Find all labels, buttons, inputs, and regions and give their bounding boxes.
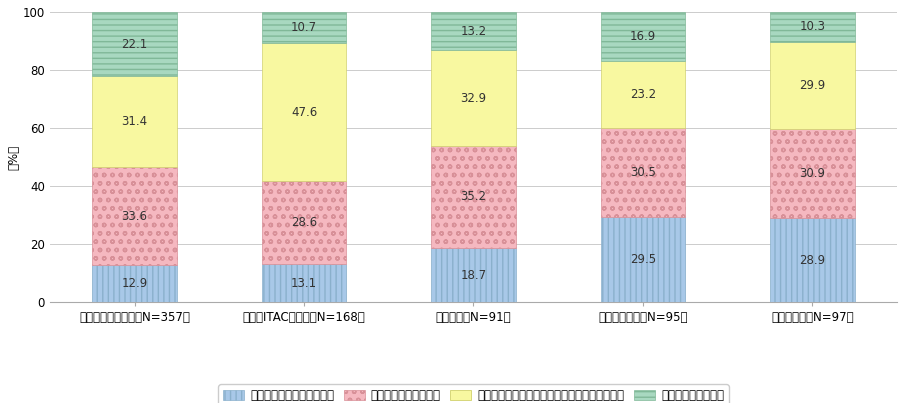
Bar [261, 43, 346, 181]
Text: 28.6: 28.6 [291, 216, 317, 229]
Text: 30.5: 30.5 [629, 166, 655, 179]
Text: 18.7: 18.7 [460, 269, 486, 282]
Bar [600, 12, 684, 61]
Text: 35.2: 35.2 [460, 190, 486, 204]
Bar [600, 128, 684, 216]
Text: 31.4: 31.4 [121, 115, 147, 128]
Bar [600, 216, 684, 302]
Bar [769, 12, 853, 42]
Text: 10.3: 10.3 [798, 21, 824, 33]
Text: 29.5: 29.5 [629, 253, 656, 266]
Bar [431, 248, 516, 302]
Y-axis label: （%）: （%） [7, 145, 20, 170]
Bar [92, 12, 177, 76]
Bar [261, 264, 346, 302]
Bar [431, 50, 516, 146]
Bar [261, 181, 346, 264]
Text: 13.1: 13.1 [291, 277, 317, 290]
Bar [769, 218, 853, 302]
Bar [92, 167, 177, 265]
Text: 10.7: 10.7 [291, 21, 317, 34]
Bar [600, 61, 684, 128]
Bar [431, 12, 516, 50]
Text: 23.2: 23.2 [629, 88, 656, 101]
Bar [769, 129, 853, 218]
Text: 32.9: 32.9 [460, 91, 486, 104]
Text: 33.6: 33.6 [121, 210, 147, 222]
Bar [92, 76, 177, 167]
Text: 16.9: 16.9 [629, 30, 656, 43]
Bar [431, 146, 516, 248]
Text: 47.6: 47.6 [291, 106, 317, 118]
Text: 13.2: 13.2 [460, 25, 486, 37]
Bar [261, 12, 346, 43]
Text: 29.9: 29.9 [798, 79, 824, 92]
Legend: 既に積極的に活用している, ある程度活用している, まだ活用できていないが、活用を検討している, 活用する予定はない: 既に積極的に活用している, ある程度活用している, まだ活用できていないが、活用… [218, 384, 728, 403]
Bar [769, 42, 853, 129]
Text: 22.1: 22.1 [121, 37, 147, 50]
Text: 30.9: 30.9 [798, 167, 824, 180]
Bar [92, 265, 177, 302]
Text: 12.9: 12.9 [121, 277, 147, 290]
Text: 28.9: 28.9 [798, 254, 824, 267]
